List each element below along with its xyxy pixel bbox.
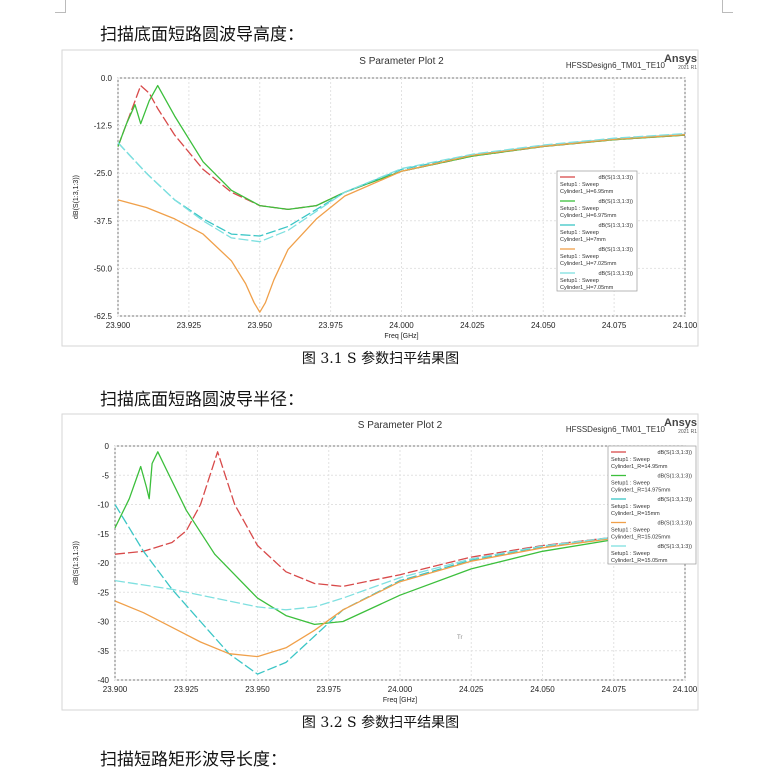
legend-param: Cylinder1_H=7.025mm: [560, 261, 617, 267]
legend-series-name: dB(S(1:3,1:3)): [598, 271, 633, 277]
x-axis-label: Freq [GHz]: [383, 697, 417, 704]
legend-setup: Setup1 : Sweep: [611, 481, 650, 487]
y-tick-label: -50.0: [94, 264, 113, 273]
legend-setup: Setup1 : Sweep: [560, 278, 599, 284]
series-line-4: [114, 531, 686, 658]
y-tick-label: -30: [97, 618, 109, 627]
legend-setup: Setup1 : Sweep: [560, 182, 599, 188]
legend-setup: Setup1 : Sweep: [560, 230, 599, 236]
series-line-4: [117, 134, 686, 313]
section-heading-rect-length: 扫描短路矩形波导长度：: [100, 750, 287, 770]
legend-box: [556, 170, 638, 292]
legend-setup: Setup1 : Sweep: [611, 551, 650, 557]
y-axis-label: dB(S(1:3,1:3)): [73, 175, 80, 219]
x-tick-label: 24.100: [673, 321, 698, 330]
y-tick-label: -40: [97, 676, 109, 685]
legend-box: [607, 445, 697, 565]
legend-param: Cylinder1_H=6.95mm: [560, 189, 614, 195]
page-corner-tl: [55, 0, 66, 13]
x-tick-label: 23.975: [317, 685, 342, 694]
legend-param: Cylinder1_R=15.05mm: [611, 558, 668, 564]
series-line-2: [117, 84, 686, 211]
y-tick-label: -25.0: [94, 169, 113, 178]
x-tick-label: 24.025: [460, 321, 485, 330]
y-tick-label: -62.5: [94, 312, 113, 321]
x-tick-label: 23.950: [248, 321, 273, 330]
legend-param: Cylinder1_H=7mm: [560, 237, 606, 243]
legend-param: Cylinder1_H=7.05mm: [560, 285, 614, 291]
x-tick-label: 23.925: [174, 685, 199, 694]
x-tick-label: 24.075: [602, 321, 627, 330]
ansys-logo-version: 2021 R1: [678, 65, 697, 71]
series-line-5: [114, 530, 686, 611]
legend-param: Cylinder1_R=15.025mm: [611, 535, 671, 541]
marker-text: Tr: [457, 635, 462, 641]
series-line-2: [114, 451, 686, 626]
legend-setup: Setup1 : Sweep: [611, 504, 650, 510]
y-tick-label: 0: [105, 442, 110, 451]
legend-series-name: dB(S(1:3,1:3)): [657, 521, 692, 527]
y-tick-label: -5: [102, 471, 110, 480]
chart-title: S Parameter Plot 2: [358, 420, 443, 431]
y-axis-label: dB(S(1:3,1:3)): [73, 541, 80, 585]
y-tick-label: -25: [97, 588, 109, 597]
legend-setup: Setup1 : Sweep: [560, 206, 599, 212]
ansys-logo-text: Ansys: [664, 53, 697, 65]
legend-series-name: dB(S(1:3,1:3)): [598, 247, 633, 253]
legend-param: Cylinder1_H=6.975mm: [560, 213, 617, 219]
legend-setup: Setup1 : Sweep: [560, 254, 599, 260]
x-axis-label: Freq [GHz]: [384, 333, 418, 340]
legend-series-name: dB(S(1:3,1:3)): [598, 223, 633, 229]
y-tick-label: -15: [97, 530, 109, 539]
x-tick-label: 24.050: [531, 321, 556, 330]
x-tick-label: 23.900: [106, 321, 131, 330]
x-tick-label: 23.900: [103, 685, 128, 694]
x-tick-label: 23.975: [318, 321, 343, 330]
x-tick-label: 24.075: [602, 685, 627, 694]
series-line-5: [117, 132, 686, 243]
x-tick-label: 24.050: [530, 685, 555, 694]
series-line-1: [114, 451, 686, 588]
legend-series-name: dB(S(1:3,1:3)): [657, 450, 692, 456]
figure-3-2: 23.900 23.925 23.950 23.975 24.000 24.025 24.0…: [60, 412, 700, 712]
ansys-logo-version: 2021 R1: [678, 429, 697, 435]
y-tick-label: -10: [97, 501, 109, 510]
y-tick-label: 0.0: [101, 74, 113, 83]
s-parameter-chart-height: 23.900 23.925 23.950 23.975 24.000 24.025 24.0…: [61, 49, 699, 347]
legend-param: Cylinder1_R=15mm: [611, 511, 660, 517]
design-label: HFSSDesign6_TM01_TE10: [566, 61, 666, 70]
design-label: HFSSDesign6_TM01_TE10: [566, 425, 666, 434]
x-tick-label: 24.100: [673, 685, 698, 694]
figure-caption-3-2: 图 3.2 S 参数扫平结果图: [301, 715, 460, 731]
legend-param: Cylinder1_R=14.975mm: [611, 488, 671, 494]
x-tick-label: 24.000: [388, 685, 413, 694]
chart-title: S Parameter Plot 2: [359, 56, 444, 67]
y-tick-label: -37.5: [94, 217, 113, 226]
figure-3-1: 23.900 23.925 23.950 23.975 24.000 24.025 24.0…: [60, 48, 700, 348]
section-heading-radius: 扫描底面短路圆波导半径：: [100, 390, 304, 410]
legend-series-name: dB(S(1:3,1:3)): [657, 544, 692, 550]
y-tick-label: -20: [97, 559, 109, 568]
y-tick-label: -35: [97, 647, 109, 656]
series-line-3: [114, 504, 686, 675]
x-tick-label: 24.025: [459, 685, 484, 694]
figure-caption-3-1: 图 3.1 S 参数扫平结果图: [301, 351, 460, 367]
page-corner-tr: [722, 0, 733, 13]
section-heading-height: 扫描底面短路圆波导高度：: [100, 25, 304, 45]
x-tick-label: 23.925: [177, 321, 202, 330]
legend-series-name: dB(S(1:3,1:3)): [598, 199, 633, 205]
legend-series-name: dB(S(1:3,1:3)): [657, 474, 692, 480]
legend-series-name: dB(S(1:3,1:3)): [598, 175, 633, 181]
x-tick-label: 24.000: [389, 321, 414, 330]
s-parameter-chart-radius: 23.900 23.925 23.950 23.975 24.000 24.025 24.0…: [61, 413, 699, 711]
legend-series-name: dB(S(1:3,1:3)): [657, 497, 692, 503]
legend-setup: Setup1 : Sweep: [611, 528, 650, 534]
legend-param: Cylinder1_R=14.95mm: [611, 464, 668, 470]
y-tick-label: -12.5: [94, 122, 113, 131]
x-tick-label: 23.950: [245, 685, 270, 694]
legend-setup: Setup1 : Sweep: [611, 457, 650, 463]
ansys-logo-text: Ansys: [664, 417, 697, 429]
